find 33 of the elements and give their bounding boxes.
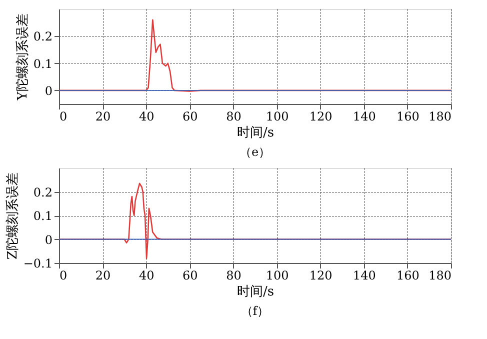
x-tick-label: 40 [138,110,154,124]
x-tick-label: 160 [396,110,420,124]
y-tick-label: 0.1 [33,209,52,223]
x-tick-label: 100 [266,110,289,124]
x-tick-label: 120 [309,268,332,282]
y-tick-label: 0.2 [33,30,52,44]
y-axis-title: Z陀螺刻系误差 [5,172,20,260]
x-tick-label: 80 [226,268,242,282]
x-tick-label: 80 [226,110,242,124]
x-tick-label: 40 [138,268,154,282]
x-tick-label: 60 [182,268,198,282]
x-tick-label: 20 [95,110,111,124]
x-tick-label: 180 [428,268,452,282]
text: （f） [240,304,270,318]
x-tick-label: 140 [352,110,376,124]
text: （e） [239,145,271,159]
y-tick-label: 0 [44,84,52,98]
x-tick-label: 120 [309,110,332,124]
x-tick-label: 0 [60,110,68,124]
x-tick-label: 60 [182,110,198,124]
x-tick-label: 0 [60,268,68,282]
x-tick-label: 180 [428,110,452,124]
x-axis-title: 时间/s [236,284,274,300]
y-tick-label: 0.1 [33,56,52,71]
y-tick-label: 0.2 [33,185,52,200]
y-tick-label: 0 [44,232,52,247]
x-tick-label: 140 [352,268,376,282]
x-tick-label: 20 [95,268,111,282]
y-tick-label: −0.1 [23,256,52,270]
y-axis-title: Y陀螺刻系误差 [15,14,30,102]
x-axis-title: 时间/s [236,126,274,140]
x-tick-label: 100 [266,268,289,282]
x-tick-label: 160 [396,268,420,282]
